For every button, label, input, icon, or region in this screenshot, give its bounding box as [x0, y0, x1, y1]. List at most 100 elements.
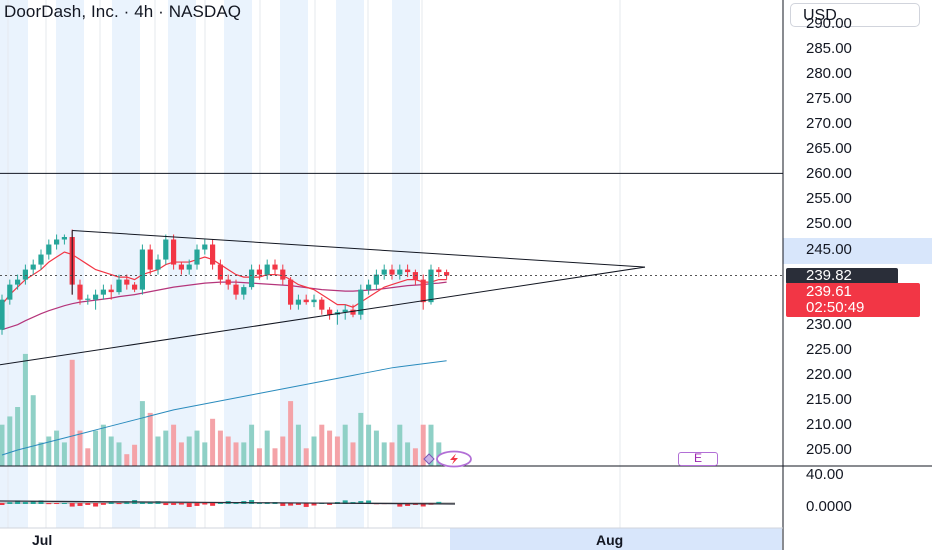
price-axis-label: 290.00	[806, 15, 852, 32]
candle-body	[256, 269, 262, 275]
volume-bar	[389, 442, 395, 466]
volume-bar	[319, 424, 325, 466]
oscillator-bar	[30, 501, 36, 504]
candle-body	[350, 309, 356, 315]
volume-bar	[100, 424, 106, 466]
oscillator-bar	[100, 503, 106, 505]
flash-icon[interactable]	[420, 450, 474, 468]
volume-bar	[303, 448, 309, 466]
candle-body	[210, 244, 216, 265]
volume-bar	[132, 444, 138, 466]
candle-body	[420, 279, 426, 303]
oscillator-bar	[186, 503, 192, 507]
volume-bar	[210, 418, 216, 466]
candle-body	[85, 298, 91, 300]
candle-body	[139, 249, 145, 290]
candle-body	[171, 239, 177, 265]
candle-body	[15, 279, 21, 285]
candle-body	[0, 299, 5, 330]
time-axis-label-jul: Jul	[32, 532, 53, 548]
volume-bar	[155, 436, 161, 466]
candle-body	[397, 269, 403, 275]
volume-bar	[373, 430, 379, 466]
candle-body	[202, 244, 208, 250]
symbol-title[interactable]: DoorDash, Inc. · 4h · NASDAQ	[4, 2, 242, 21]
candle-body	[288, 279, 294, 305]
candle-body	[30, 264, 36, 270]
session-shade	[392, 0, 420, 528]
volume-bar	[22, 353, 28, 466]
oscillator-bar	[108, 501, 114, 504]
volume-bar	[116, 442, 122, 466]
volume-bar	[194, 430, 200, 466]
volume-bar	[288, 401, 294, 466]
volume-bar	[225, 436, 231, 466]
oscillator-bar	[22, 502, 28, 504]
candle-body	[217, 264, 223, 280]
last-price-value: 239.61	[806, 283, 852, 300]
oscillator-bar	[178, 503, 184, 505]
candle-body	[405, 269, 411, 273]
oscillator-bar	[249, 500, 255, 504]
indicator-axis-label-top: 40.00	[806, 466, 844, 483]
volume-bar	[381, 442, 387, 466]
candle-body	[436, 269, 442, 273]
volume-bar	[233, 442, 239, 466]
volume-bar	[334, 436, 340, 466]
earnings-marker[interactable]: E	[678, 452, 718, 466]
oscillator-bar	[202, 503, 208, 505]
candle-body	[155, 259, 161, 270]
price-axis-label: 230.00	[806, 315, 852, 333]
candle-body	[303, 299, 309, 303]
candle-body	[327, 309, 333, 315]
candle-body	[366, 284, 372, 290]
oscillator-bar	[171, 503, 177, 505]
candle-body	[381, 269, 387, 275]
price-axis-label: 255.00	[806, 190, 852, 208]
oscillator-bar	[116, 503, 122, 505]
price-axis-label: 260.00	[806, 165, 852, 183]
oscillator-bar	[194, 503, 200, 506]
ma-fast-line	[1, 251, 447, 308]
candle-body	[22, 269, 28, 280]
candle-body	[233, 284, 239, 295]
oscillator-bar	[233, 502, 239, 504]
oscillator-bar	[358, 501, 364, 504]
price-axis-label: 270.00	[806, 115, 852, 133]
oscillator-bar	[46, 503, 52, 505]
oscillator-bar	[288, 503, 294, 506]
oscillator-bar	[147, 501, 153, 504]
volume-bar	[93, 430, 99, 466]
candle-body	[358, 289, 364, 315]
volume-bar	[30, 395, 36, 466]
price-axis-label: 280.00	[806, 65, 852, 83]
oscillator-bar	[61, 502, 67, 504]
price-axis-label: 220.00	[806, 365, 852, 383]
oscillator-bar	[303, 503, 309, 507]
volume-bar	[0, 424, 5, 466]
oscillator-bar	[38, 500, 44, 504]
volume-bar	[69, 359, 75, 466]
oscillator-bar	[7, 502, 13, 504]
volume-bar	[350, 442, 356, 466]
currency-button[interactable]: USD	[790, 3, 920, 27]
volume-bar	[202, 442, 208, 466]
volume-bar	[397, 424, 403, 466]
candle-body	[61, 237, 67, 240]
price-axis-range-highlight	[783, 238, 932, 264]
volume-bar	[256, 448, 262, 466]
oscillator-bar	[217, 502, 223, 504]
oscillator-bar	[163, 503, 169, 506]
volume-bar	[139, 401, 145, 466]
oscillator-bar	[436, 501, 442, 504]
volume-bar	[311, 436, 317, 466]
volume-bar	[366, 424, 372, 466]
candle-body	[225, 279, 231, 285]
candle-body	[77, 284, 83, 300]
volume-bar	[217, 430, 223, 466]
volume-bar	[46, 436, 52, 466]
candle-body	[46, 244, 52, 255]
oscillator-bar	[93, 503, 99, 507]
